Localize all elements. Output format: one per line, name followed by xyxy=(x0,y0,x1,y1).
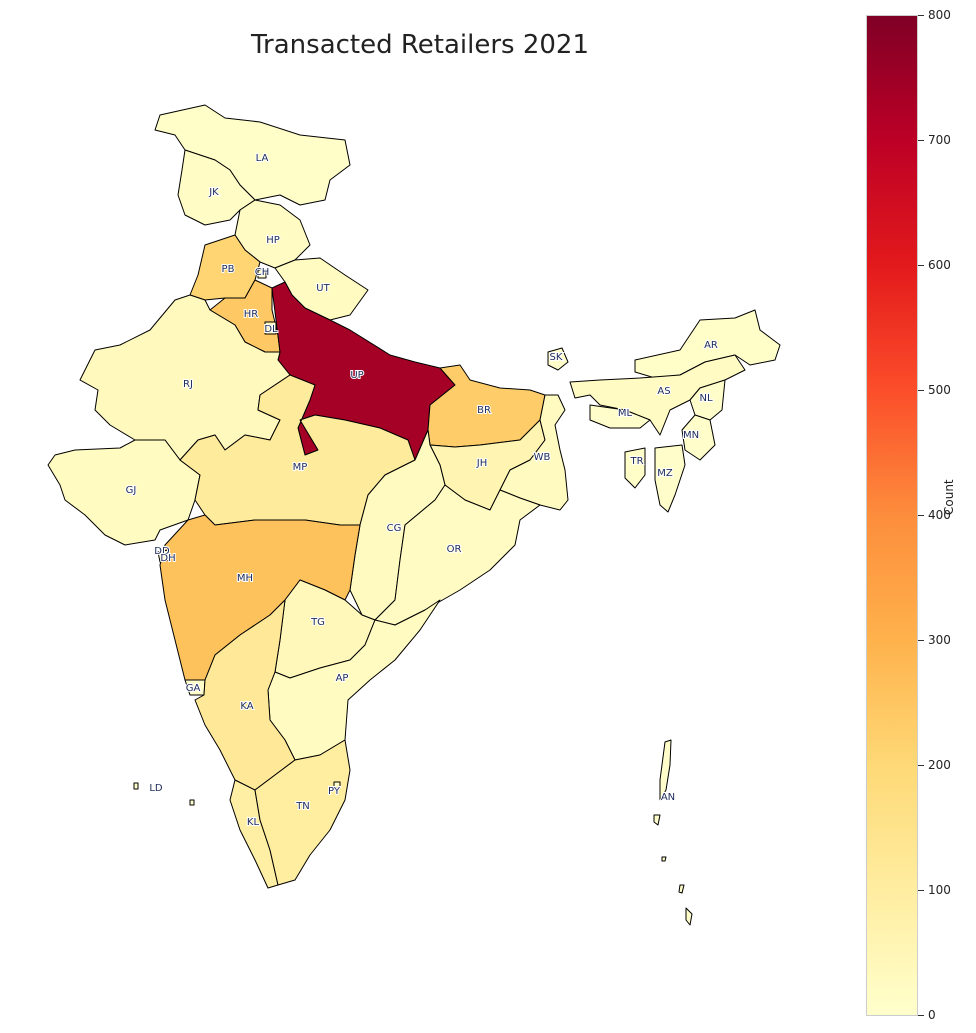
label-GJ: GJ xyxy=(126,485,137,496)
label-MZ: MZ xyxy=(657,468,673,479)
label-AN: AN xyxy=(661,792,675,803)
state-PY xyxy=(333,781,341,789)
label-GA: GA xyxy=(186,683,201,694)
label-PB: PB xyxy=(222,264,235,275)
label-TN: TN xyxy=(295,801,310,812)
label-OR: OR xyxy=(447,544,462,555)
colorbar-tick-label: 600 xyxy=(928,258,951,272)
label-MP: MP xyxy=(293,462,308,473)
label-CH: CH xyxy=(255,267,270,278)
state-JK xyxy=(177,149,256,226)
colorbar-tick-label: 500 xyxy=(928,383,951,397)
label-UT: UT xyxy=(316,283,330,294)
label-MH: MH xyxy=(237,573,253,584)
colorbar-tick xyxy=(918,1015,924,1016)
label-DD: DD xyxy=(154,546,170,557)
label-AP: AP xyxy=(336,673,349,684)
state-WB xyxy=(499,394,569,511)
label-KL: KL xyxy=(247,817,260,828)
label-BR: BR xyxy=(477,405,491,416)
label-CG: CG xyxy=(387,523,402,534)
colorbar xyxy=(866,15,918,1016)
label-SK: SK xyxy=(550,352,563,363)
colorbar-tick xyxy=(918,890,924,891)
label-AR: AR xyxy=(704,340,718,351)
colorbar-tick-label: 700 xyxy=(928,133,951,147)
label-RJ: RJ xyxy=(183,379,193,390)
colorbar-tick-label: 400 xyxy=(928,508,951,522)
state-SK xyxy=(547,347,569,371)
colorbar-tick-label: 200 xyxy=(928,758,951,772)
label-UP: UP xyxy=(350,370,363,381)
label-HP: HP xyxy=(266,235,280,246)
label-JK: JK xyxy=(208,187,219,198)
label-LA: LA xyxy=(256,153,269,164)
label-HR: HR xyxy=(244,309,259,320)
label-WB: WB xyxy=(534,452,551,463)
label-ML: ML xyxy=(618,408,633,419)
colorbar-tick-label: 800 xyxy=(928,8,951,22)
colorbar-tick xyxy=(918,265,924,266)
label-TR: TR xyxy=(629,456,643,467)
label-MN: MN xyxy=(683,430,699,441)
india-map: LA JK HP PB CH UT HR DL UP RJ GJ MP BR J… xyxy=(47,104,781,926)
colorbar-tick-label: 300 xyxy=(928,633,951,647)
map-title: Transacted Retailers 2021 xyxy=(250,30,590,60)
state-DL xyxy=(264,321,277,335)
state-AN xyxy=(653,739,693,926)
state-TR xyxy=(624,447,646,489)
state-KA xyxy=(194,599,296,791)
label-JH: JH xyxy=(476,458,487,469)
colorbar-tick xyxy=(918,765,924,766)
label-KA: KA xyxy=(240,701,253,712)
label-LD: LD xyxy=(149,783,163,794)
state-MZ xyxy=(654,444,686,513)
colorbar-tick xyxy=(918,640,924,641)
state-DD xyxy=(157,549,171,563)
label-DL: DL xyxy=(264,324,278,335)
label-DH: DH xyxy=(160,553,175,564)
colorbar-tick xyxy=(918,515,924,516)
state-ML xyxy=(589,404,651,429)
label-NL: NL xyxy=(699,393,712,404)
colorbar-tick-label: 100 xyxy=(928,883,951,897)
colorbar-tick xyxy=(918,15,924,16)
colorbar-title: Count xyxy=(942,479,956,515)
label-AS: AS xyxy=(657,386,670,397)
state-TN xyxy=(254,739,351,886)
state-OR xyxy=(374,484,541,626)
label-TG: TG xyxy=(310,617,325,628)
state-MN xyxy=(681,414,716,461)
state-GJ xyxy=(47,439,201,546)
state-CH xyxy=(257,269,267,279)
label-PY: PY xyxy=(328,786,341,797)
colorbar-tick-label: 0 xyxy=(928,1008,936,1022)
colorbar-tick xyxy=(918,140,924,141)
state-LD xyxy=(133,782,195,806)
colorbar-tick xyxy=(918,390,924,391)
